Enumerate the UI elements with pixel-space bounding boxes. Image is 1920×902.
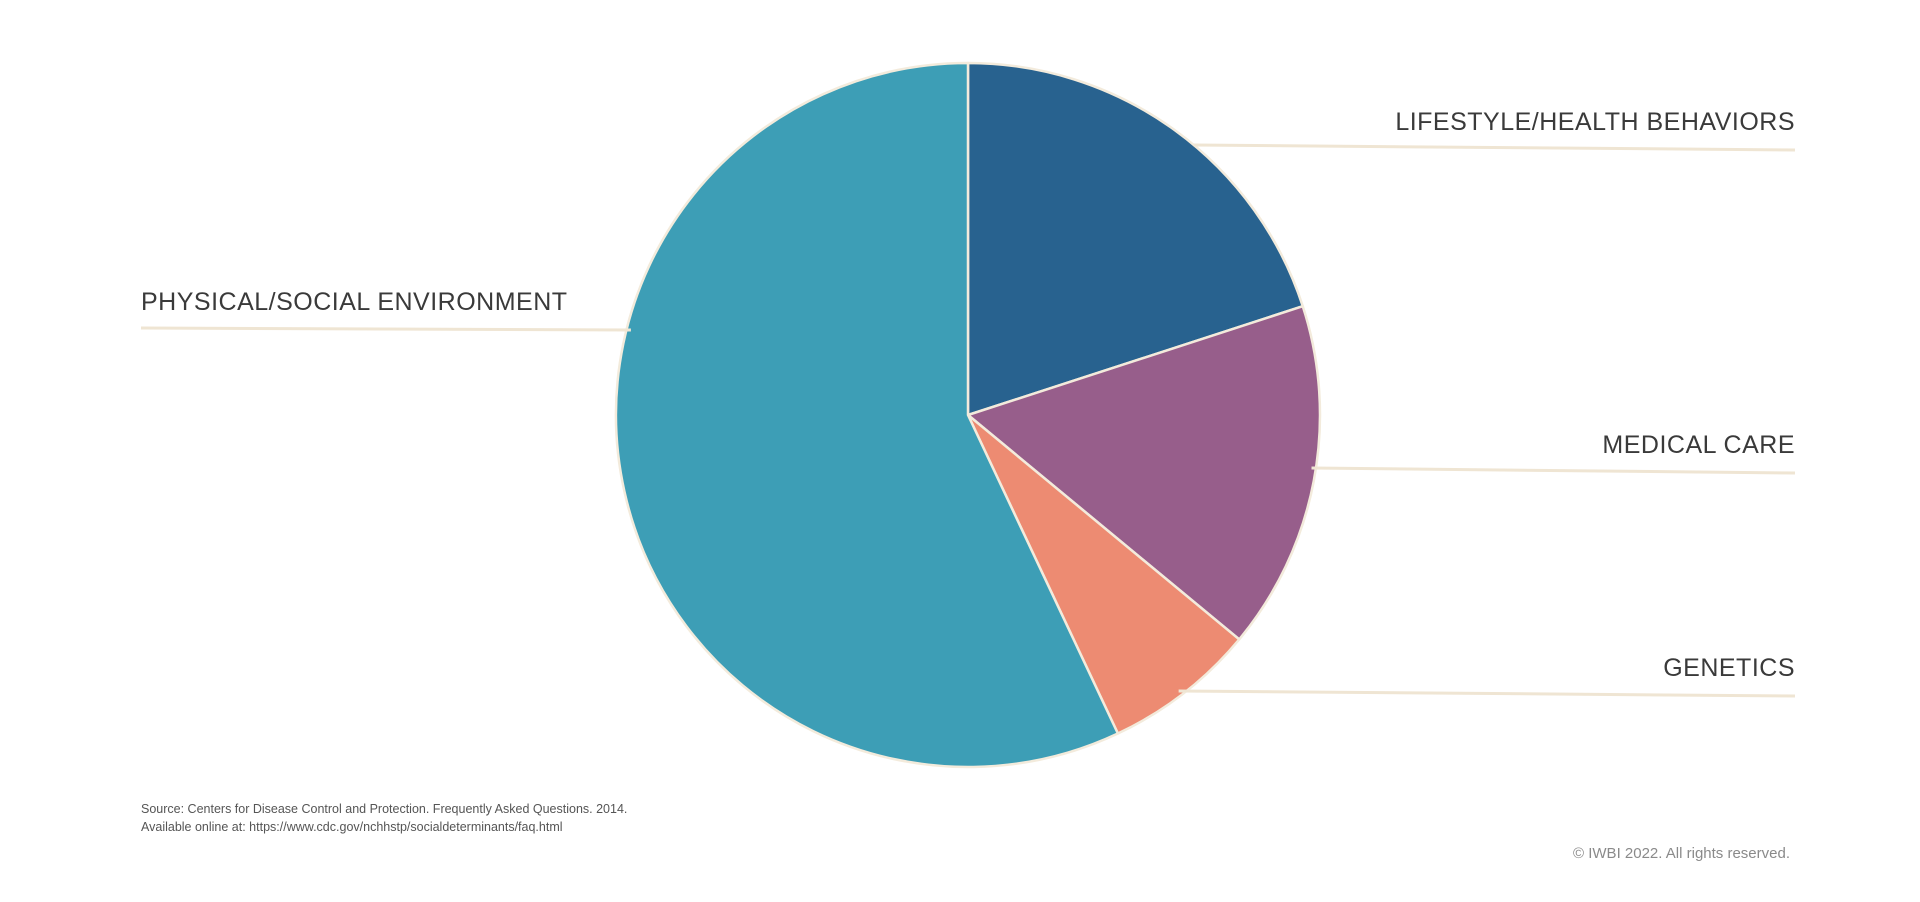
slice-label-0: LIFESTYLE/HEALTH BEHAVIORS bbox=[1395, 108, 1795, 136]
copyright: © IWBI 2022. All rights reserved. bbox=[1573, 845, 1790, 862]
slice-label-2: GENETICS bbox=[1663, 654, 1795, 682]
pie-slice-physical-social-environment bbox=[614, 61, 1120, 769]
leader-line-1 bbox=[1311, 466, 1796, 475]
source-note: Source: Centers for Disease Control and … bbox=[141, 800, 627, 836]
leader-lines bbox=[140, 143, 1796, 698]
pie-slices bbox=[614, 61, 1322, 769]
slice-label-1: MEDICAL CARE bbox=[1602, 431, 1795, 459]
source-line-2: Available online at: https://www.cdc.gov… bbox=[141, 820, 563, 834]
pie-slice-genetics bbox=[966, 413, 1241, 735]
leader-line-3 bbox=[140, 326, 631, 332]
leader-line-0 bbox=[1193, 143, 1796, 152]
leader-line-2 bbox=[1178, 689, 1796, 698]
pie-slice-medical-care bbox=[966, 304, 1322, 641]
pie-slice-lifestyle-health-behaviors bbox=[966, 61, 1305, 417]
slice-label-3: PHYSICAL/SOCIAL ENVIRONMENT bbox=[141, 288, 568, 316]
slice-labels: LIFESTYLE/HEALTH BEHAVIORS MEDICAL CARE GE… bbox=[141, 108, 1795, 682]
source-line-1: Source: Centers for Disease Control and … bbox=[141, 802, 628, 816]
